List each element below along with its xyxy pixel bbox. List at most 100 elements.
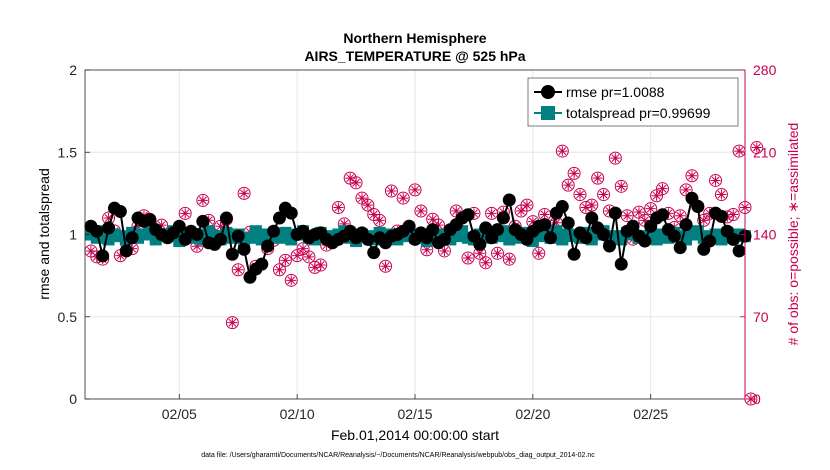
- obs-possible-marker: [272, 263, 286, 277]
- obs-possible-marker: [608, 151, 622, 165]
- obs-assimilated-marker: [527, 216, 538, 227]
- obs-possible-marker: [709, 173, 723, 187]
- obs-assimilated-marker: [103, 213, 114, 224]
- obs-assimilated-marker: [115, 250, 126, 261]
- obs-assimilated-marker: [681, 184, 692, 195]
- rmse-point: [638, 234, 652, 248]
- obs-assimilated-marker: [197, 195, 208, 206]
- obs-assimilated-marker: [156, 220, 167, 231]
- obs-assimilated-marker: [398, 193, 409, 204]
- obs-assimilated-marker: [463, 253, 474, 263]
- obs-assimilated-marker: [539, 209, 550, 220]
- rmse-point: [538, 218, 552, 232]
- y-right-tick-label: 70: [753, 309, 769, 325]
- obs-assimilated-marker: [557, 146, 568, 157]
- obs-assimilated-marker: [645, 203, 656, 214]
- x-tick-label: 02/20: [515, 406, 550, 422]
- y-tick-label: 0.5: [58, 309, 78, 325]
- obs-assimilated-marker: [492, 248, 503, 259]
- obs-possible-marker: [532, 246, 546, 260]
- obs-assimilated-marker: [480, 257, 491, 268]
- x-tick-label: 02/15: [397, 406, 432, 422]
- obs-possible-marker: [573, 188, 587, 202]
- obs-possible-marker: [685, 169, 699, 183]
- obs-assimilated-marker: [563, 180, 574, 191]
- rmse-series: [84, 191, 752, 284]
- obs-assimilated-marker: [339, 218, 350, 229]
- obs-assimilated-marker: [415, 206, 426, 216]
- obs-assimilated-marker: [710, 175, 721, 186]
- legend-totalspread-marker: [541, 106, 555, 120]
- x-tick-label: 02/05: [162, 406, 197, 422]
- obs-assimilated-marker: [233, 264, 244, 275]
- obs-possible-marker: [278, 253, 292, 267]
- obs-assimilated-marker: [686, 170, 697, 181]
- rmse-point: [608, 206, 622, 220]
- obs-assimilated-marker: [439, 245, 450, 256]
- obs-assimilated-marker: [303, 251, 314, 262]
- rmse-point: [656, 208, 669, 222]
- y-tick-label: 0: [69, 391, 77, 407]
- obs-assimilated-marker: [745, 394, 756, 404]
- rmse-point: [614, 257, 628, 271]
- rmse-point: [231, 229, 245, 243]
- obs-assimilated-marker: [351, 177, 362, 188]
- rmse-point: [579, 231, 593, 245]
- obs-possible-marker: [284, 273, 298, 287]
- obs-assimilated-marker: [698, 215, 709, 226]
- obs-possible-marker: [231, 263, 245, 277]
- rmse-point: [102, 221, 116, 235]
- rmse-point: [597, 228, 611, 241]
- obs-possible-marker: [414, 204, 428, 218]
- rmse-point: [219, 211, 233, 225]
- rmse-point: [225, 247, 239, 261]
- rmse-point: [703, 234, 717, 248]
- obs-possible-marker: [502, 252, 516, 266]
- obs-assimilated-marker: [651, 190, 662, 201]
- y-right-tick-label: 140: [753, 227, 777, 243]
- obs-possible-marker: [597, 188, 611, 202]
- chart-subtitle: AIRS_TEMPERATURE @ 525 hPa: [304, 48, 525, 64]
- obs-assimilated-marker: [639, 215, 650, 226]
- y-tick-label: 1: [69, 227, 77, 243]
- legend: rmse pr=1.0088 totalspread pr=0.99699: [527, 77, 739, 127]
- rmse-point: [679, 218, 693, 232]
- rmse-point: [119, 244, 133, 258]
- obs-assimilated-marker: [410, 184, 420, 195]
- rmse-point: [479, 221, 493, 235]
- obs-assimilated-marker: [374, 215, 385, 226]
- rmse-point: [561, 216, 575, 230]
- obs-possible-marker: [491, 246, 504, 260]
- obs-assimilated-marker: [633, 207, 644, 218]
- obs-assimilated-marker: [616, 181, 627, 192]
- obs-possible-marker: [302, 250, 316, 264]
- obs-assimilated-marker: [592, 173, 603, 184]
- rmse-point: [496, 211, 510, 225]
- y-right-tick-label: 210: [753, 144, 777, 160]
- obs-assimilated-marker: [274, 264, 285, 275]
- rmse-point: [714, 209, 728, 223]
- obs-possible-marker: [567, 166, 581, 180]
- legend-rmse-label: rmse pr=1.0088: [566, 84, 665, 100]
- obs-possible-marker: [750, 141, 764, 155]
- obs-assimilated-marker: [427, 214, 438, 225]
- obs-possible-marker: [373, 213, 387, 227]
- obs-assimilated-marker: [191, 241, 202, 252]
- rmse-point: [267, 224, 281, 238]
- y-right-axis-ticks: 0 70 140 210 280: [740, 62, 777, 407]
- obs-assimilated-marker: [516, 206, 527, 216]
- obs-possible-marker: [461, 251, 475, 265]
- rmse-point: [214, 232, 228, 246]
- obs-possible-marker: [361, 198, 375, 212]
- x-tick-label: 02/10: [280, 406, 315, 422]
- legend-totalspread-label: totalspread pr=0.99699: [566, 105, 711, 121]
- obs-possible-marker: [614, 179, 628, 193]
- rmse-point: [361, 232, 375, 246]
- obs-assimilated-marker: [451, 206, 462, 216]
- obs-possible-marker: [555, 144, 569, 158]
- y-right-tick-label: 280: [753, 62, 777, 78]
- obs-assimilated-marker: [133, 221, 144, 232]
- rmse-point: [196, 214, 210, 228]
- y-right-axis-label: # of obs: o=possible; ∗=assimilated: [785, 123, 801, 346]
